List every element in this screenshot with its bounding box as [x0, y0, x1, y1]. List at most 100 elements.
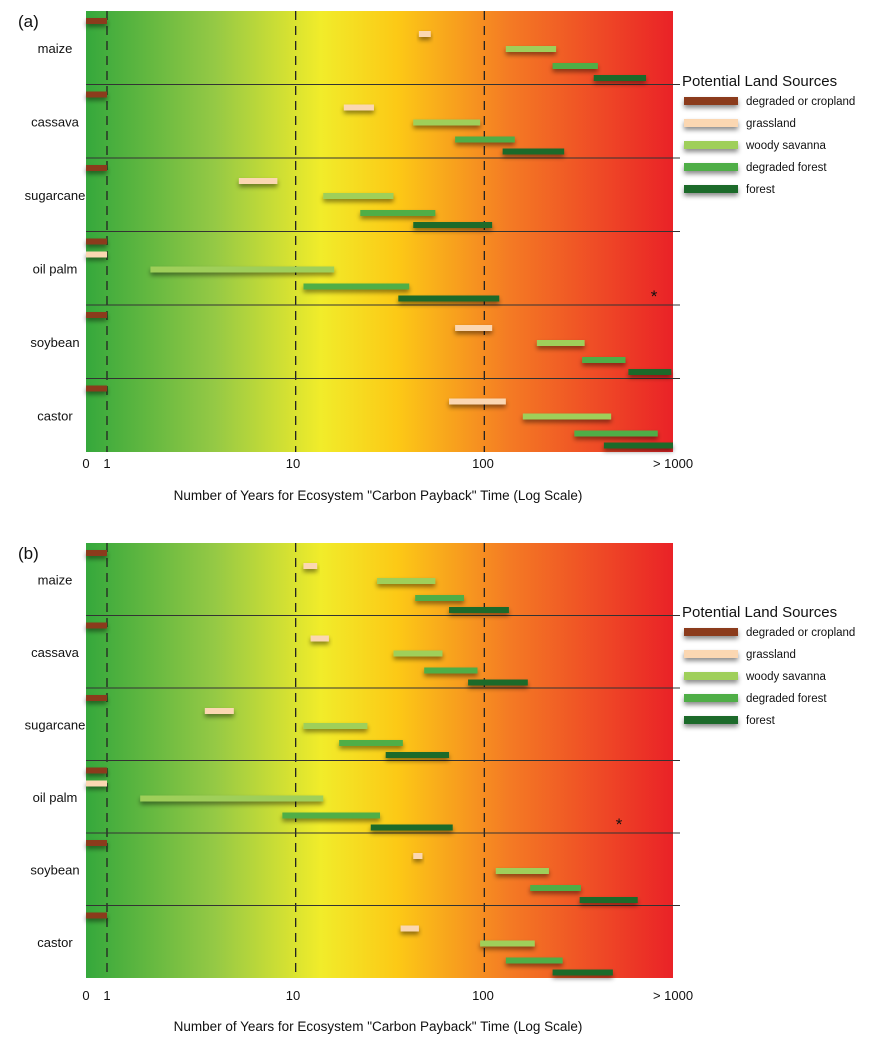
- bar-degraded-or-cropland-soybean: [86, 840, 107, 846]
- bar-degraded-or-cropland-maize: [86, 550, 107, 556]
- bar-degraded-or-cropland-castor: [86, 912, 107, 919]
- bar-grassland-cassava: [343, 104, 374, 111]
- category-label-oil-palm: oil palm: [33, 790, 78, 805]
- bar-grassland-sugarcane: [204, 708, 234, 714]
- legend-label-forest: forest: [746, 715, 776, 727]
- panel-a: (a) maize cassava sugarcane oil palm soybean c…: [18, 11, 693, 503]
- bar-forest-cassava: [468, 679, 528, 686]
- bar-degraded-forest-cassava: [424, 667, 478, 674]
- bar-woody-savanna-oil-palm: [140, 795, 324, 802]
- bar-degraded-or-cropland-oil-palm: [86, 767, 107, 774]
- bar-woody-savanna-maize: [377, 578, 436, 584]
- category-label-oil-palm: oil palm: [33, 261, 78, 276]
- category-label-cassava: cassava: [31, 114, 79, 129]
- bar-forest-soybean: [628, 369, 672, 375]
- legend-label-grassland: grassland: [746, 118, 796, 130]
- x-tick-label: 100: [472, 988, 494, 1003]
- x-tick-label: 1: [103, 988, 110, 1003]
- legend-label-woody-savanna: woody savanna: [745, 140, 827, 152]
- legend-title: Potential Land Sources: [682, 604, 837, 621]
- x-tick-label: 0: [82, 456, 89, 471]
- bar-woody-savanna-sugarcane: [303, 723, 368, 729]
- legend-swatch-grassland: [684, 650, 738, 658]
- legend-swatch-woody-savanna: [684, 672, 738, 680]
- x-axis-label: Number of Years for Ecosystem "Carbon Pa…: [174, 1019, 583, 1034]
- bar-grassland-castor: [449, 398, 506, 405]
- legend-label-grassland: grassland: [746, 649, 796, 661]
- category-label-castor: castor: [37, 935, 73, 950]
- category-label-soybean: soybean: [30, 335, 79, 350]
- legend-label-degraded-forest: degraded forest: [746, 693, 827, 705]
- bar-degraded-forest-castor: [574, 430, 658, 437]
- bar-forest-oil-palm: [398, 295, 500, 302]
- bar-degraded-forest-maize: [552, 63, 598, 69]
- bar-forest-castor: [603, 442, 673, 449]
- bar-woody-savanna-oil-palm: [150, 266, 335, 273]
- bar-grassland-maize: [418, 31, 431, 37]
- annotation-asterisk: *: [616, 815, 623, 834]
- bar-degraded-or-cropland-sugarcane: [86, 165, 107, 171]
- bar-degraded-or-cropland-sugarcane: [86, 695, 107, 701]
- bar-degraded-forest-sugarcane: [360, 210, 436, 216]
- bar-grassland-sugarcane: [238, 178, 278, 184]
- legend-label-degraded-forest: degraded forest: [746, 162, 827, 174]
- bar-woody-savanna-cassava: [413, 119, 481, 126]
- panel-b: (b) maize cassava sugarcane oil palm soybean c…: [18, 543, 693, 1034]
- category-label-castor: castor: [37, 408, 73, 423]
- bar-forest-castor: [552, 969, 613, 976]
- category-label-soybean: soybean: [30, 862, 79, 877]
- bar-woody-savanna-castor: [522, 413, 612, 420]
- category-label-cassava: cassava: [31, 645, 79, 660]
- bar-forest-sugarcane: [413, 222, 493, 228]
- legend-swatch-degraded-or-cropland: [684, 97, 738, 105]
- bar-degraded-or-cropland-soybean: [86, 312, 107, 318]
- bar-degraded-forest-oil-palm: [303, 283, 410, 290]
- bar-woody-savanna-maize: [505, 46, 557, 52]
- bar-grassland-maize: [303, 563, 318, 569]
- category-label-sugarcane: sugarcane: [25, 717, 86, 732]
- bar-degraded-forest-maize: [415, 595, 464, 601]
- bar-degraded-or-cropland-maize: [86, 18, 107, 24]
- bar-forest-sugarcane: [385, 752, 450, 758]
- bar-woody-savanna-cassava: [393, 650, 443, 657]
- x-tick-label: 10: [286, 456, 300, 471]
- legend-swatch-degraded-or-cropland: [684, 628, 738, 636]
- bar-grassland-soybean: [455, 325, 493, 331]
- bar-degraded-or-cropland-cassava: [86, 622, 107, 629]
- annotation-asterisk: *: [651, 287, 658, 306]
- bar-degraded-forest-oil-palm: [282, 812, 381, 819]
- bar-degraded-forest-sugarcane: [339, 740, 403, 746]
- bar-forest-maize: [449, 607, 509, 613]
- legend-label-forest: forest: [746, 184, 776, 196]
- bar-degraded-or-cropland-oil-palm: [86, 238, 107, 245]
- legend-swatch-forest: [684, 716, 738, 724]
- legend-label-woody-savanna: woody savanna: [745, 671, 827, 683]
- x-tick-label: > 1000: [653, 988, 693, 1003]
- bar-grassland-oil-palm: [86, 251, 107, 258]
- category-label-maize: maize: [38, 41, 73, 56]
- legend-swatch-woody-savanna: [684, 141, 738, 149]
- bar-woody-savanna-soybean: [495, 868, 549, 874]
- bar-woody-savanna-castor: [480, 940, 535, 947]
- bar-grassland-castor: [400, 925, 419, 932]
- legend-swatch-degraded-forest: [684, 163, 738, 171]
- bar-grassland-cassava: [310, 635, 329, 642]
- category-label-maize: maize: [38, 572, 73, 587]
- bar-woody-savanna-soybean: [536, 340, 585, 346]
- bar-forest-oil-palm: [370, 824, 453, 831]
- x-tick-label: 10: [286, 988, 300, 1003]
- x-tick-label: 100: [472, 456, 494, 471]
- bar-forest-soybean: [579, 897, 638, 903]
- panel-label: (a): [18, 12, 39, 31]
- bar-woody-savanna-sugarcane: [323, 193, 394, 199]
- legend-label-degraded-or-cropland: degraded or cropland: [746, 627, 855, 639]
- legend-swatch-degraded-forest: [684, 694, 738, 702]
- x-axis-label: Number of Years for Ecosystem "Carbon Pa…: [174, 488, 583, 503]
- bar-degraded-forest-soybean: [582, 357, 626, 363]
- bar-degraded-forest-castor: [505, 957, 563, 964]
- bar-forest-cassava: [502, 148, 565, 155]
- bar-forest-maize: [593, 75, 647, 81]
- bar-degraded-forest-soybean: [530, 885, 581, 891]
- category-label-sugarcane: sugarcane: [25, 188, 86, 203]
